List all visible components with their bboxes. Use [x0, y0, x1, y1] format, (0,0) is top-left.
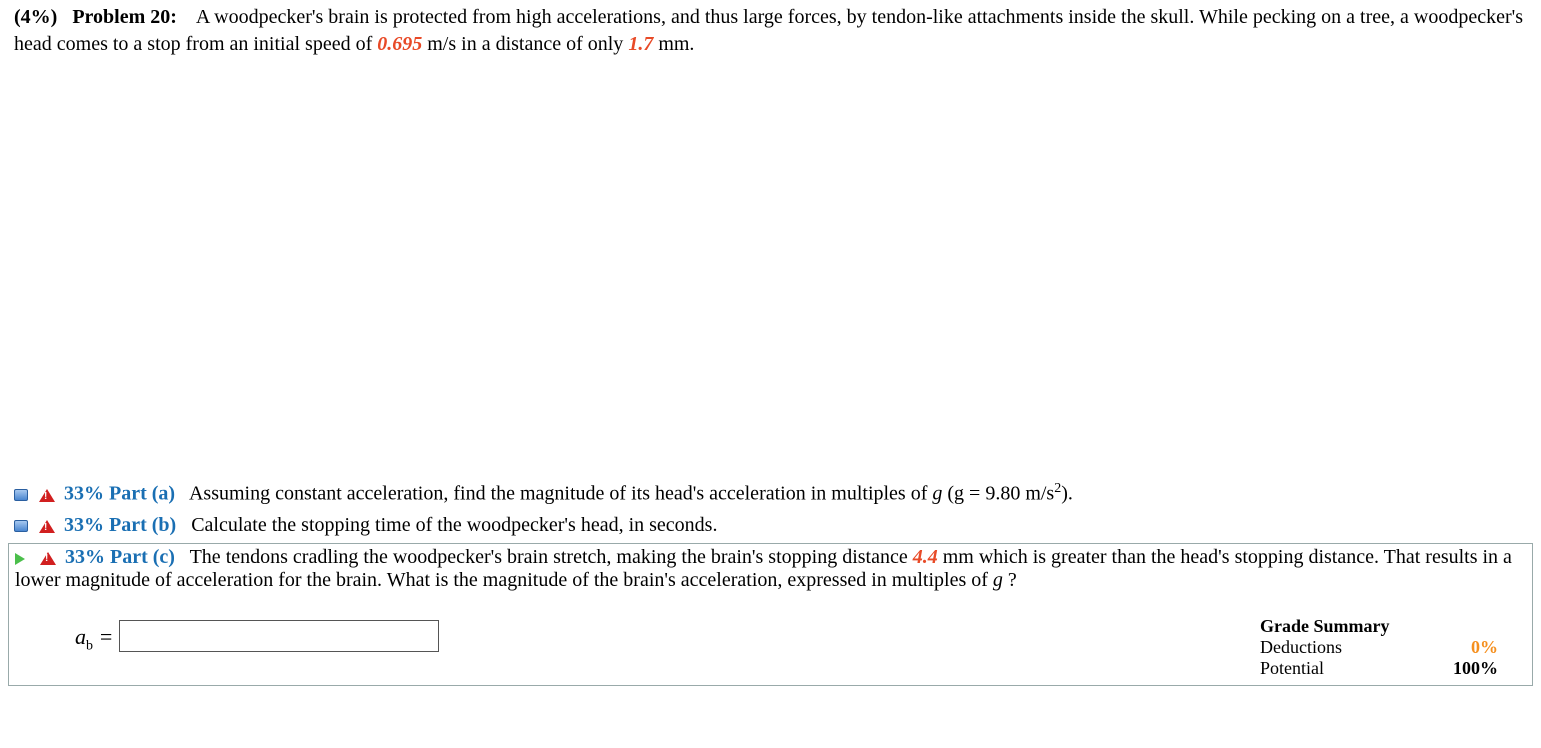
part-c-row[interactable]: 33% Part (c) The tendons cradling the wo…	[15, 546, 1526, 592]
warning-icon	[40, 547, 56, 561]
value-speed: 0.695	[377, 33, 422, 55]
part-c-label: Part (c)	[110, 546, 175, 568]
expand-icon[interactable]	[14, 513, 30, 527]
part-c-pct: 33%	[65, 546, 105, 568]
part-c-text-1: The tendons cradling the woodpecker's br…	[190, 546, 913, 568]
potential-label: Potential	[1260, 658, 1324, 679]
part-b-row[interactable]: 33% Part (b) Calculate the stopping time…	[0, 510, 1541, 541]
deductions-value: 0%	[1471, 637, 1498, 658]
problem-text-1: A woodpecker's brain is protected from h…	[14, 6, 1523, 55]
grade-title: Grade Summary	[1260, 616, 1498, 637]
potential-value: 100%	[1453, 658, 1498, 679]
warning-icon	[39, 513, 55, 527]
problem-text-3: mm.	[658, 33, 694, 55]
answer-input[interactable]	[119, 620, 439, 652]
part-b-text: Calculate the stopping time of the woodp…	[191, 514, 717, 536]
content-spacer	[0, 58, 1541, 478]
deductions-label: Deductions	[1260, 637, 1342, 658]
part-c-value: 4.4	[913, 546, 938, 568]
part-c-q: ?	[1008, 569, 1017, 591]
active-icon[interactable]	[15, 547, 31, 561]
part-a-row[interactable]: 33% Part (a) Assuming constant accelerat…	[0, 478, 1541, 510]
part-c-g: g	[993, 569, 1003, 591]
part-a-text: Assuming constant acceleration, find the…	[189, 483, 932, 505]
part-c-container: 33% Part (c) The tendons cradling the wo…	[8, 543, 1533, 686]
grade-summary: Grade Summary Deductions 0% Potential 10…	[1260, 616, 1520, 679]
warning-icon	[39, 482, 55, 496]
answer-variable: ab =	[21, 616, 119, 654]
part-a-label: Part (a)	[109, 483, 175, 505]
problem-label: Problem 20:	[72, 6, 177, 28]
expand-icon[interactable]	[14, 482, 30, 496]
problem-weight: (4%)	[14, 6, 57, 28]
problem-text-2: m/s in a distance of only	[427, 33, 628, 55]
answer-row: ab = Grade Summary Deductions 0% Potenti…	[15, 616, 1526, 679]
part-a-pct: 33%	[64, 483, 104, 505]
part-b-pct: 33%	[64, 514, 104, 536]
part-b-label: Part (b)	[109, 514, 176, 536]
value-distance: 1.7	[628, 33, 653, 55]
problem-statement: (4%) Problem 20: A woodpecker's brain is…	[0, 0, 1541, 58]
